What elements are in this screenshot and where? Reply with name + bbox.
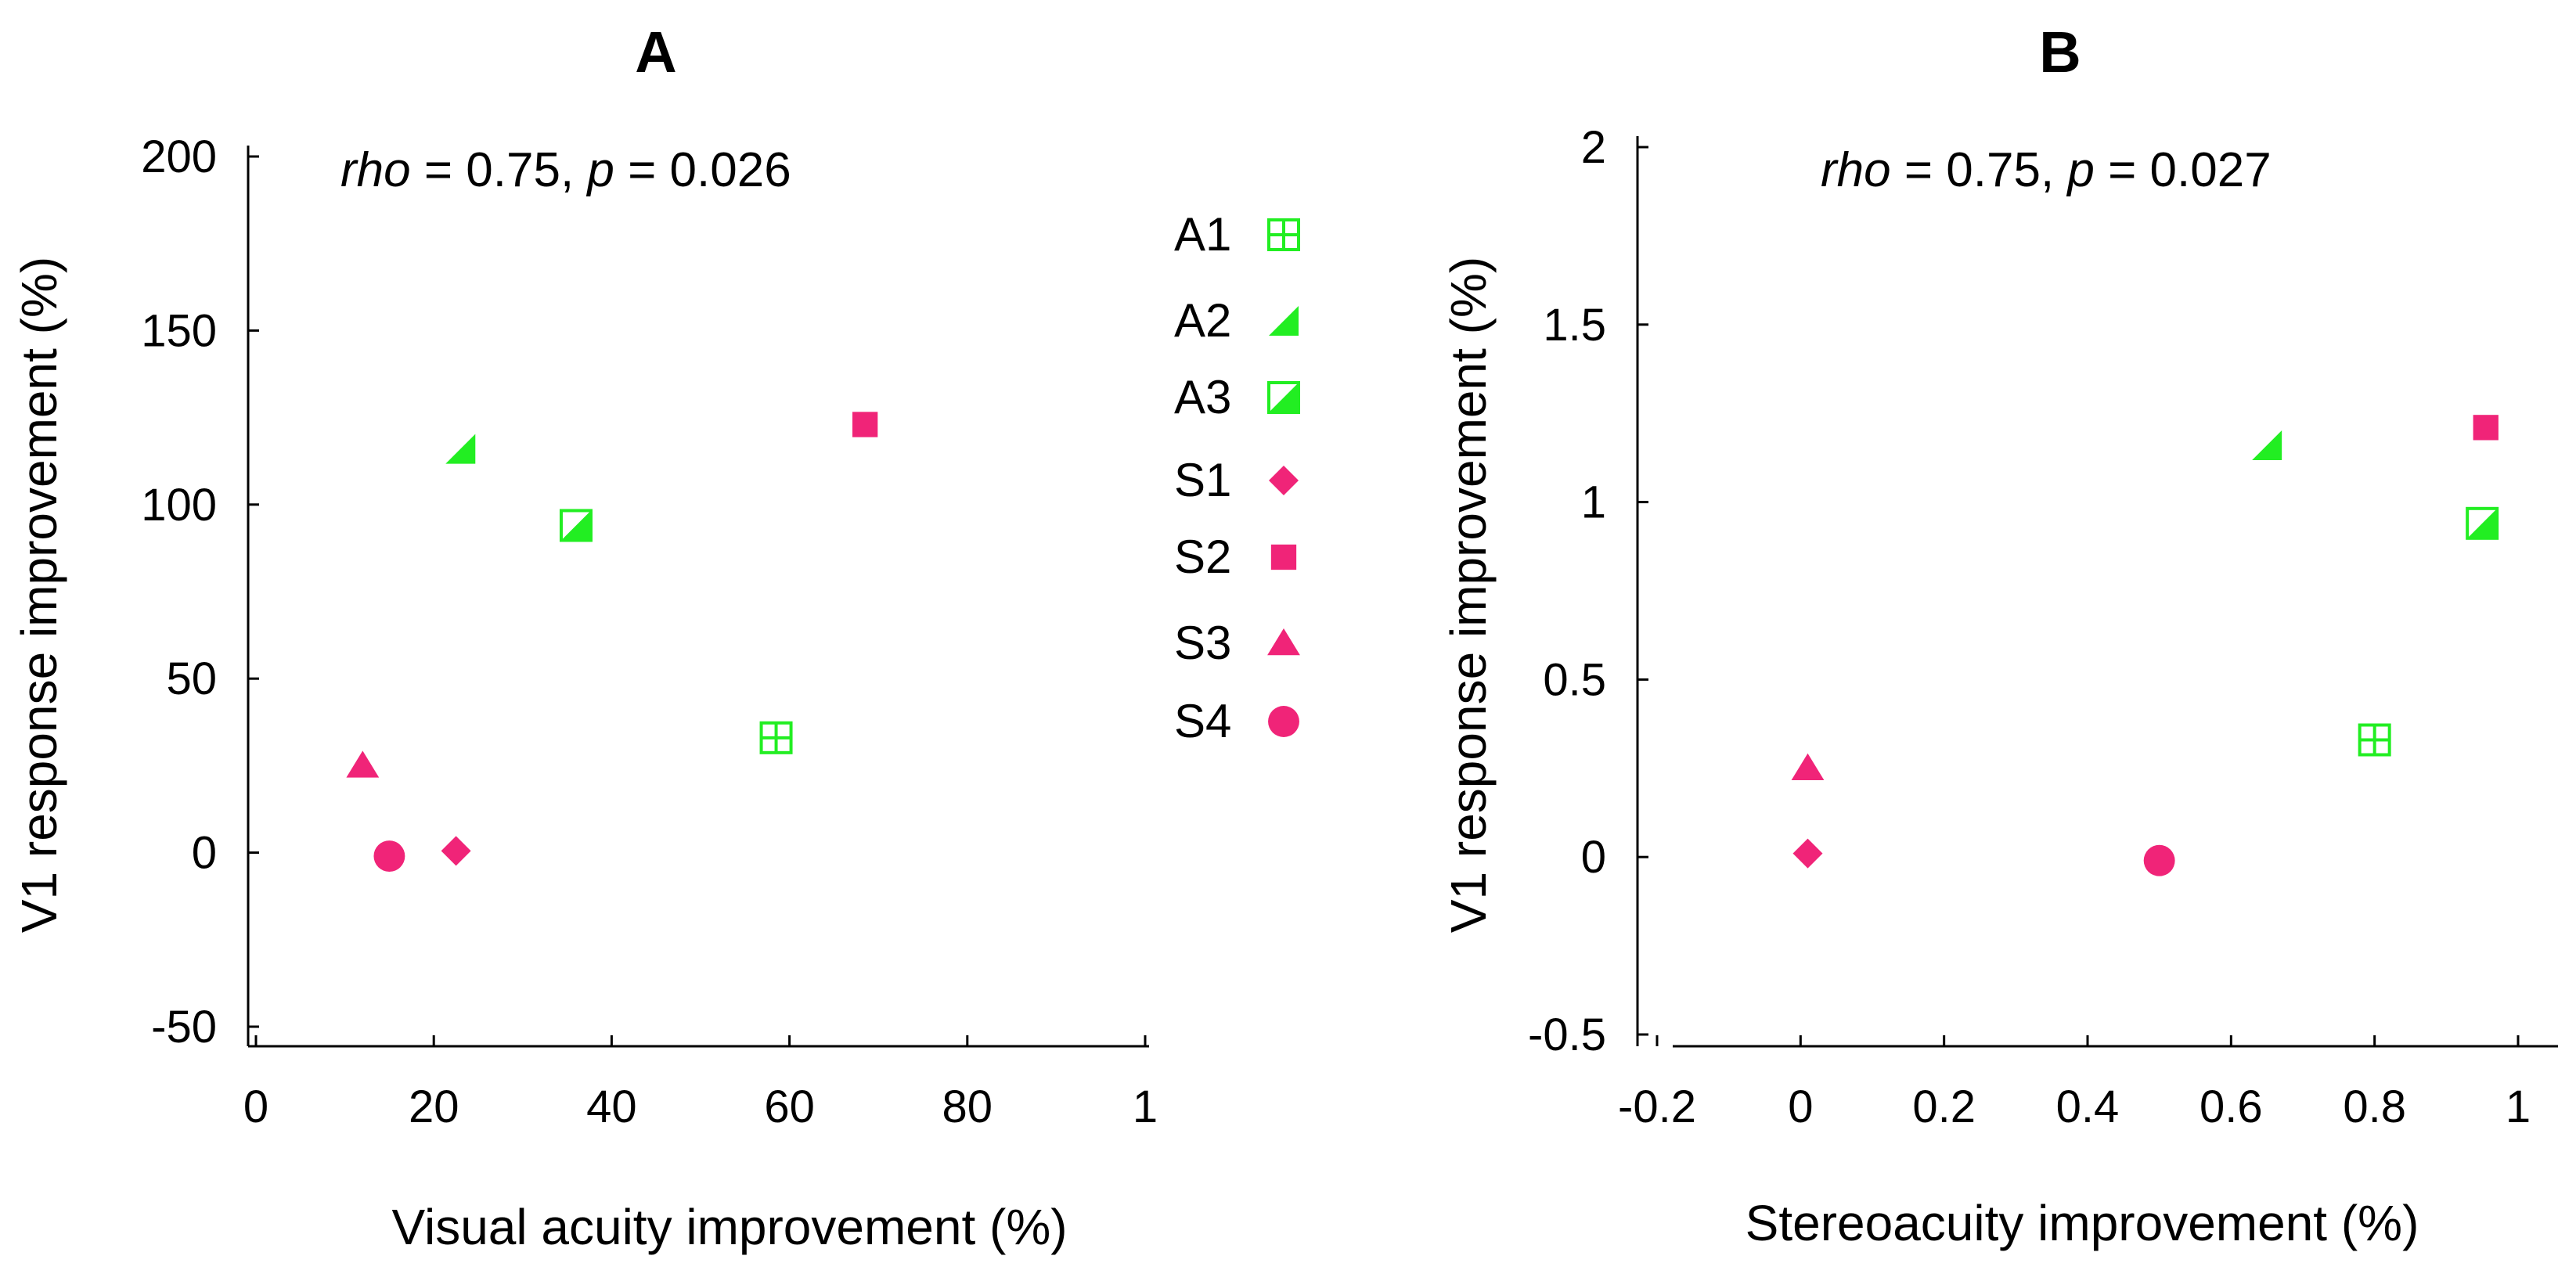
- x-tick-label: 20: [409, 1081, 459, 1132]
- data-point-s3: [346, 750, 380, 778]
- legend-marker-a1: [1267, 218, 1300, 251]
- panel-a-axes: [247, 146, 1149, 1048]
- legend-marker-s1: [1269, 466, 1299, 495]
- panel-a-p-label: p: [585, 143, 614, 197]
- panel-b-ylabel: V1 response improvement (%): [1440, 257, 1497, 933]
- y-tick-label: -50: [151, 1002, 217, 1053]
- y-tick-label: 0: [1581, 832, 1606, 883]
- legend-label-s4: S4: [1174, 695, 1231, 747]
- panel-b-annotation: rho = 0.75, p = 0.027: [1821, 143, 2272, 197]
- panel-a-ylabel: V1 response improvement (%): [11, 257, 67, 933]
- panel-a-annotation: rho = 0.75, p = 0.026: [340, 143, 791, 197]
- legend-label-a1: A1: [1174, 208, 1231, 261]
- data-point-s4: [373, 840, 405, 872]
- panel-b-xlabel: Stereoacuity improvement (%): [1746, 1195, 2419, 1251]
- panel-b-p-label: p: [2066, 143, 2094, 197]
- y-tick-label: 1.5: [1543, 300, 1606, 351]
- data-point-a2: [445, 434, 476, 464]
- x-tick-label: 0.8: [2343, 1081, 2406, 1132]
- data-point-s2: [852, 412, 878, 437]
- panel-a-letter: A: [635, 20, 676, 85]
- x-tick-label: 1: [2506, 1081, 2531, 1132]
- data-point-s1: [1792, 838, 1823, 869]
- y-tick-label: 150: [141, 305, 217, 356]
- data-point-a3: [2466, 506, 2499, 540]
- y-tick-label: 100: [141, 480, 217, 531]
- legend-marker-s3: [1267, 628, 1300, 656]
- legend-marker-a3: [1267, 381, 1300, 414]
- panel-b-rho-label: rho: [1821, 143, 1891, 197]
- data-point-s2: [2473, 415, 2499, 441]
- x-tick-label: 0.2: [1912, 1081, 1976, 1132]
- legend-label-s2: S2: [1174, 531, 1231, 583]
- panel-b-axes: [1636, 136, 2558, 1048]
- panel-a: A rho = 0.75, p = 0.026 Visual acuity im…: [11, 20, 1158, 1255]
- panel-a-rho-label: rho: [340, 143, 411, 197]
- data-point-a2: [2252, 430, 2282, 461]
- legend-label-s1: S1: [1174, 454, 1231, 506]
- x-tick-label: 0.6: [2200, 1081, 2263, 1132]
- panel-b-ticks: -0.5 0 0.5 1 1.5 2 -0.2 0 0.2 0.4 0.6 0.8 1: [1528, 122, 2531, 1132]
- panel-b-rho-value: = 0.75,: [1891, 143, 2068, 197]
- panel-a-xlabel: Visual acuity improvement (%): [391, 1199, 1067, 1255]
- x-tick-label: 0.4: [2056, 1081, 2120, 1132]
- panel-a-p-value: = 0.026: [614, 143, 791, 197]
- legend: A1 A2 A3 S1 S2 S3 S4: [1174, 208, 1300, 747]
- x-tick-label: 1: [1133, 1081, 1158, 1132]
- legend-marker-s4: [1268, 706, 1299, 737]
- panel-b-points: [1791, 415, 2499, 876]
- data-point-s3: [1791, 753, 1825, 780]
- x-tick-label: -0.2: [1618, 1081, 1696, 1132]
- legend-label-s3: S3: [1174, 617, 1231, 669]
- x-tick-label: 60: [764, 1081, 815, 1132]
- data-point-a3: [559, 509, 593, 542]
- panel-a-rho-value: = 0.75,: [411, 143, 588, 197]
- data-point-s4: [2143, 844, 2175, 876]
- x-tick-label: 80: [942, 1081, 993, 1132]
- y-tick-label: 200: [141, 131, 217, 182]
- data-point-a1: [759, 721, 793, 754]
- y-tick-label: 0: [192, 828, 217, 879]
- panel-b-p-value: = 0.027: [2095, 143, 2272, 197]
- x-tick-label: 0: [1788, 1081, 1813, 1132]
- y-tick-label: 0.5: [1543, 654, 1606, 705]
- legend-label-a2: A2: [1174, 294, 1231, 347]
- y-tick-label: 50: [166, 653, 217, 704]
- panel-a-ticks: -50 0 50 100 150 200 0 20 40 60 80 1: [141, 131, 1158, 1132]
- panel-b: B rho = 0.75, p = 0.027 Stereoacuity imp…: [1440, 20, 2558, 1251]
- y-tick-label: 1: [1581, 477, 1606, 528]
- legend-marker-s2: [1270, 544, 1297, 570]
- legend-label-a3: A3: [1174, 371, 1231, 423]
- data-point-a1: [2358, 723, 2391, 757]
- legend-marker-a2: [1269, 306, 1299, 336]
- y-tick-label: -0.5: [1528, 1009, 1606, 1060]
- panel-a-points: [346, 412, 878, 872]
- panel-b-letter: B: [2039, 20, 2081, 85]
- data-point-s1: [441, 836, 471, 866]
- x-tick-label: 40: [586, 1081, 637, 1132]
- x-tick-label: 0: [243, 1081, 268, 1132]
- y-tick-label: 2: [1581, 122, 1606, 173]
